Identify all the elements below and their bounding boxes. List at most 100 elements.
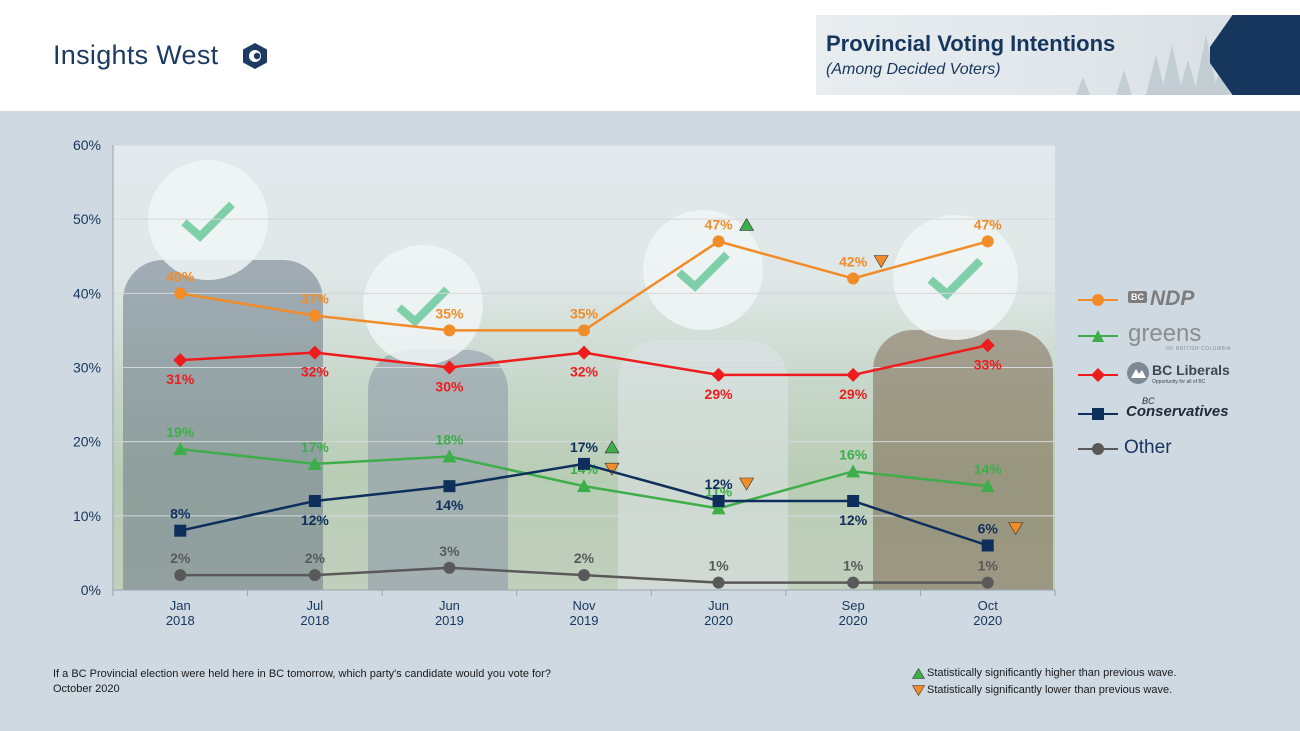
data-label: 11% <box>705 483 733 499</box>
circle-marker-icon <box>1092 294 1104 306</box>
data-point <box>711 367 726 382</box>
brand-logo-icon <box>243 43 267 69</box>
legend-label-conservatives: Conservatives <box>1126 403 1229 420</box>
data-point <box>981 576 994 589</box>
sig-up-triangle-icon <box>911 667 926 679</box>
data-label: 17% <box>301 439 330 455</box>
triangle-marker-icon <box>1092 330 1104 342</box>
data-point <box>578 457 590 470</box>
y-tick-label: 50% <box>73 211 101 227</box>
x-tick-label: 2018 <box>300 613 329 628</box>
x-tick-label: Jul <box>307 598 324 613</box>
data-point <box>712 576 725 589</box>
data-point <box>847 495 860 507</box>
legend-label-ndp: NDP <box>1150 287 1195 310</box>
data-point <box>174 287 187 300</box>
page-subtitle: (Among Decided Voters) <box>826 61 1001 78</box>
forest-banner-image <box>1076 35 1230 95</box>
legend-label-liberals: BC Liberals <box>1152 362 1230 378</box>
bc-liberals-logo-icon <box>1127 362 1149 384</box>
y-tick-label: 30% <box>73 360 101 376</box>
x-tick-label: 2020 <box>839 613 868 628</box>
legend-item-ndp: BC NDP <box>1078 285 1288 315</box>
data-point <box>980 479 995 493</box>
sig-down-triangle-icon <box>911 684 926 696</box>
brand-logo-text: Insights West <box>53 40 219 70</box>
data-point <box>443 480 456 493</box>
sig-higher-note: Statistically significantly higher than … <box>911 667 1177 679</box>
data-point <box>307 345 322 360</box>
sig-down-triangle-icon <box>873 255 889 269</box>
x-tick-label: Nov <box>572 598 596 613</box>
data-point <box>847 272 860 285</box>
sig-lower-note: Statistically significantly lower than p… <box>911 684 1173 696</box>
data-label: 1% <box>978 558 999 574</box>
data-label: 29% <box>839 386 868 402</box>
data-point <box>846 367 861 382</box>
sig-up-triangle-icon <box>739 217 755 231</box>
x-tick-label: Sep <box>842 598 865 613</box>
data-point <box>308 309 321 322</box>
question-text: If a BC Provincial election were held he… <box>53 668 551 680</box>
sig-down-triangle-icon <box>604 462 620 476</box>
data-label: 6% <box>978 521 999 537</box>
x-tick-label: Jun <box>439 598 460 613</box>
x-tick-label: Jun <box>708 598 729 613</box>
data-point <box>174 524 187 537</box>
data-label: 47% <box>974 216 1003 232</box>
data-label: 1% <box>708 558 729 574</box>
data-label: 37% <box>301 291 330 307</box>
data-label: 2% <box>574 550 595 566</box>
data-label: 32% <box>301 364 330 380</box>
legend-label-other: Other <box>1124 437 1172 458</box>
data-label: 12% <box>301 512 330 528</box>
data-label: 30% <box>435 379 464 395</box>
checkmark-sign-icon <box>893 215 1018 340</box>
data-label: 42% <box>839 254 868 270</box>
data-point <box>712 235 725 248</box>
data-label: 19% <box>166 424 195 440</box>
data-point <box>173 442 188 456</box>
data-label: 35% <box>435 305 464 321</box>
checkmark-sign-icon <box>148 160 268 280</box>
data-point <box>981 235 994 248</box>
data-label: 14% <box>974 461 1003 477</box>
banner-tab <box>1210 15 1300 95</box>
circle-marker-icon <box>1092 443 1104 455</box>
data-point <box>578 324 590 337</box>
legend-item-liberals: BC Liberals Opportunity for all of BC <box>1078 360 1288 390</box>
data-label: 1% <box>843 558 864 574</box>
y-tick-label: 60% <box>73 137 101 153</box>
data-label: 16% <box>839 446 868 462</box>
data-label: 2% <box>305 550 326 566</box>
data-point <box>442 360 457 375</box>
data-point <box>308 569 321 582</box>
data-label: 14% <box>435 497 464 513</box>
y-tick-label: 40% <box>73 285 101 301</box>
data-label: 18% <box>435 432 464 448</box>
data-label: 33% <box>974 356 1003 372</box>
diamond-marker-icon <box>1091 368 1105 382</box>
data-point <box>711 501 726 515</box>
data-point <box>981 539 994 552</box>
data-point <box>174 569 187 582</box>
data-label: 12% <box>705 476 734 492</box>
page-title: Provincial Voting Intentions <box>826 31 1116 56</box>
survey-question-note: If a BC Provincial election were held he… <box>53 667 551 697</box>
square-marker-icon <box>1092 408 1104 420</box>
x-tick-label: 2020 <box>973 613 1002 628</box>
data-point <box>847 576 860 589</box>
data-label: 3% <box>439 543 460 559</box>
sig-lower-text: Statistically significantly lower than p… <box>927 684 1173 696</box>
data-point <box>980 338 995 353</box>
x-tick-label: 2019 <box>435 613 464 628</box>
x-tick-label: Oct <box>978 598 999 613</box>
sig-higher-text: Statistically significantly higher than … <box>927 667 1177 679</box>
data-point <box>846 464 861 478</box>
survey-date: October 2020 <box>53 683 120 695</box>
person-figure <box>123 260 323 590</box>
sig-down-triangle-icon <box>739 477 755 491</box>
x-tick-label: 2018 <box>166 613 195 628</box>
data-label: 47% <box>705 216 734 232</box>
